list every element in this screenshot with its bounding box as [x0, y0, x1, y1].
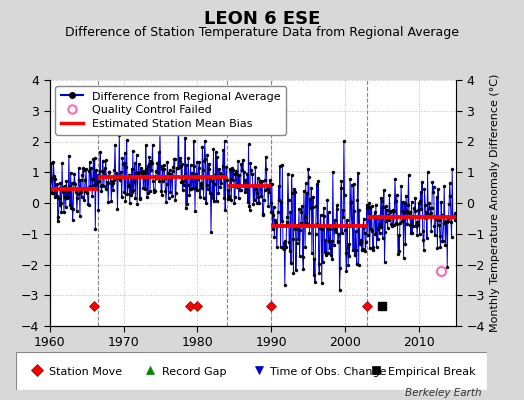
Text: Difference of Station Temperature Data from Regional Average: Difference of Station Temperature Data f…	[65, 26, 459, 39]
Text: Record Gap: Record Gap	[162, 367, 226, 377]
Text: Station Move: Station Move	[49, 367, 122, 377]
Text: Empirical Break: Empirical Break	[388, 367, 476, 377]
Y-axis label: Monthly Temperature Anomaly Difference (°C): Monthly Temperature Anomaly Difference (…	[490, 74, 500, 332]
Legend: Difference from Regional Average, Quality Control Failed, Estimated Station Mean: Difference from Regional Average, Qualit…	[56, 86, 286, 135]
Text: LEON 6 ESE: LEON 6 ESE	[204, 10, 320, 28]
Text: Berkeley Earth: Berkeley Earth	[406, 388, 482, 398]
Text: Time of Obs. Change: Time of Obs. Change	[270, 367, 387, 377]
FancyBboxPatch shape	[16, 352, 487, 390]
